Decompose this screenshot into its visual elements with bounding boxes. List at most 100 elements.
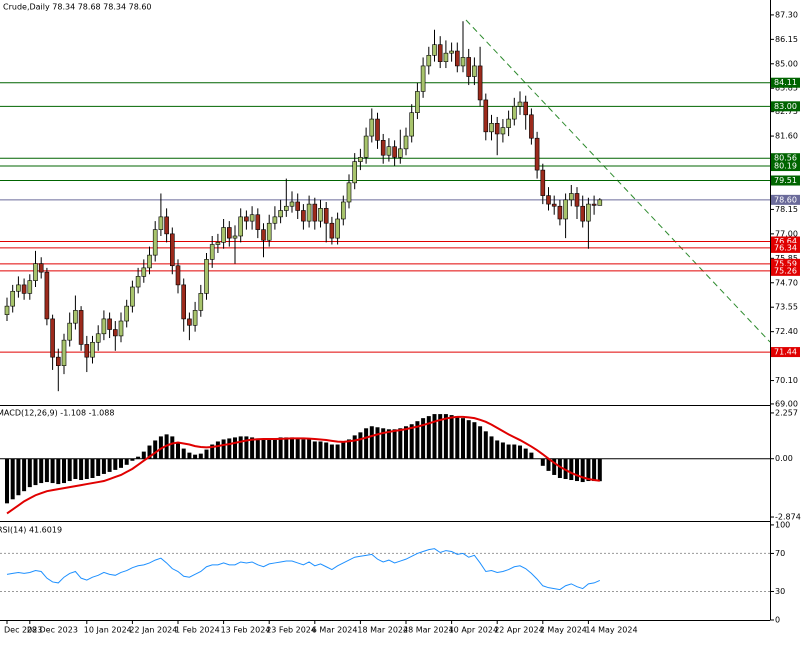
macd-bar: [529, 452, 534, 459]
macd-bar: [187, 452, 192, 459]
macd-bar: [540, 458, 545, 466]
candle-body: [597, 199, 603, 206]
level-label: 79.51: [774, 176, 797, 185]
rsi-line: [6, 548, 600, 591]
level-label: 71.44: [774, 348, 797, 357]
level-label: 75.26: [774, 266, 797, 275]
level-box: [771, 236, 800, 247]
candle-body: [312, 203, 318, 222]
macd-bar: [255, 438, 260, 459]
level-label: 80.19: [774, 162, 797, 171]
candle-body: [346, 182, 352, 203]
candle-body: [50, 318, 55, 358]
level-box: [771, 194, 800, 205]
candle-body: [517, 101, 523, 107]
y-tick-label: 75.85: [775, 254, 798, 263]
chart-title: Crude,Daily 78.34 78.68 78.34 78.60: [3, 3, 152, 12]
macd-bar: [90, 458, 95, 478]
macd-bar: [324, 442, 329, 459]
candle-body: [392, 146, 397, 158]
y-tick-label: -2.874: [775, 513, 801, 522]
candle-body: [198, 293, 204, 311]
y-tick-label: 82.75: [775, 107, 798, 116]
candle-body: [61, 339, 67, 366]
macd-bar: [227, 438, 232, 459]
level-label: 84.11: [774, 78, 797, 87]
macd-bar: [307, 439, 312, 459]
macd-bar: [204, 449, 209, 459]
candle-body: [130, 286, 135, 307]
candle-body: [181, 284, 186, 320]
candle-body: [432, 44, 437, 56]
candle-body: [420, 65, 426, 92]
macd-bar: [466, 420, 471, 459]
macd-bar: [421, 418, 426, 459]
macd-bar: [290, 437, 294, 459]
candle-body: [580, 205, 586, 222]
x-tick-label: 6 Mar 2024: [312, 626, 358, 635]
x-tick-label: 28 Dec 2023: [27, 626, 78, 635]
candle-body: [158, 216, 164, 230]
candle-body: [506, 118, 511, 128]
candle-body: [409, 112, 415, 137]
candle-body: [369, 118, 375, 137]
candle-body: [107, 318, 112, 330]
candle-body: [4, 305, 10, 315]
level-box: [771, 258, 800, 269]
macd-title: MACD(12,26,9) -1.108 -1.088: [0, 409, 114, 418]
macd-bar: [512, 444, 517, 459]
macd-bar: [176, 442, 180, 459]
candle-body: [215, 242, 221, 245]
macd-bar: [352, 435, 357, 459]
candle-body: [511, 106, 517, 120]
macd-bar: [375, 427, 380, 459]
macd-bar: [592, 458, 597, 482]
macd-bar: [153, 440, 158, 459]
x-tick-label: 2 May 2024: [540, 626, 587, 635]
candle-body: [534, 137, 540, 171]
macd-bar: [569, 458, 574, 481]
candle-body: [329, 222, 335, 239]
level-box: [771, 153, 800, 164]
y-tick-label: 78.15: [775, 205, 798, 214]
candle-body: [443, 52, 449, 62]
candle-body: [124, 305, 129, 322]
macd-bar: [523, 448, 528, 459]
level-box: [771, 101, 800, 112]
y-tick-label: 0: [775, 616, 780, 625]
candle-body: [152, 229, 158, 256]
candle-body: [21, 284, 27, 294]
macd-bar: [478, 426, 483, 459]
macd-bar: [426, 416, 431, 459]
macd-bar: [597, 458, 602, 482]
macd-bar: [210, 444, 215, 459]
y-tick-label: 73.55: [775, 303, 798, 312]
candle-body: [397, 148, 403, 158]
candle-body: [483, 99, 489, 133]
candle-body: [540, 169, 546, 196]
candle-body: [33, 263, 38, 281]
macd-bar: [552, 458, 557, 475]
candle-body: [135, 276, 141, 288]
x-tick-label: 10 Apr 2024: [449, 626, 498, 635]
macd-bar: [101, 458, 106, 474]
macd-bar: [386, 429, 391, 459]
macd-bar: [506, 444, 511, 459]
x-tick-label: 18 Mar 2024: [357, 626, 408, 635]
macd-bar: [312, 441, 317, 459]
candle-body: [101, 318, 107, 335]
macd-bar: [495, 440, 500, 459]
candle-body: [494, 123, 500, 135]
macd-bar: [10, 458, 15, 500]
macd-bar: [136, 456, 141, 459]
macd-bar: [244, 436, 249, 459]
y-tick-label: 30: [775, 587, 785, 596]
level-label: 76.34: [774, 243, 797, 252]
candle-body: [460, 57, 466, 67]
candle-body: [272, 216, 278, 224]
candle-body: [278, 210, 283, 218]
candle-body: [295, 201, 301, 211]
candle-body: [78, 310, 84, 345]
macd-bar: [62, 458, 66, 484]
